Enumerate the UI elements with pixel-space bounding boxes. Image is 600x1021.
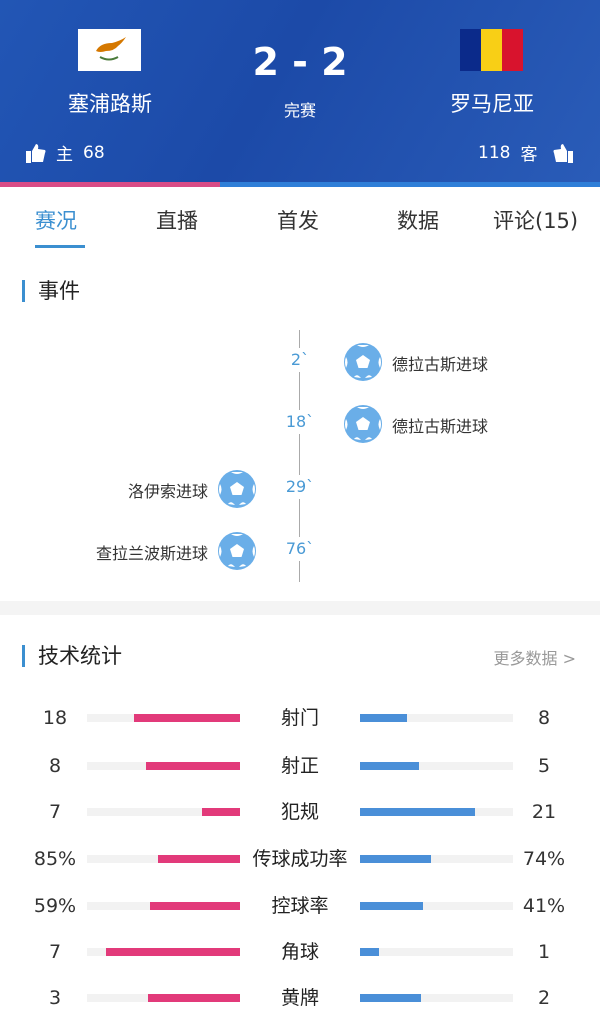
score: 2 - 2: [252, 40, 348, 84]
event-text: 查拉兰波斯进球: [95, 544, 208, 563]
away-stat-fill: [360, 855, 432, 863]
home-team-name[interactable]: 塞浦路斯: [68, 92, 152, 116]
away-stat-fill: [360, 808, 475, 816]
romania-flag-icon: [460, 29, 523, 71]
stats-title: 技术统计: [22, 645, 122, 667]
away-team-name[interactable]: 罗马尼亚: [450, 92, 534, 116]
away-stat-fill: [360, 762, 419, 770]
away-like-label: 客: [520, 145, 538, 165]
away-stat-fill: [360, 994, 422, 1002]
home-stat-fill: [148, 994, 240, 1002]
home-stat-value: 85%: [33, 848, 77, 870]
more-data-link[interactable]: 更多数据 >: [493, 649, 577, 668]
stat-row: 8 射正 5: [0, 751, 600, 781]
home-like-count: 68: [83, 142, 105, 163]
home-stat-value: 3: [48, 987, 62, 1009]
home-stat-value: 8: [48, 755, 62, 777]
stat-label: 射门: [280, 707, 319, 729]
stat-label: 犯规: [280, 801, 319, 823]
away-stat-value: 74%: [522, 848, 566, 870]
stat-row: 7 犯规 21: [0, 797, 600, 827]
stat-row: 18 射门 8: [0, 703, 600, 733]
active-tab-indicator: [35, 245, 85, 248]
home-stat-bar: [87, 948, 240, 956]
football-icon: [343, 342, 383, 382]
home-stat-value: 18: [42, 707, 68, 729]
home-stat-bar: [87, 762, 240, 770]
home-stat-fill: [158, 855, 240, 863]
home-stat-value: 7: [48, 941, 62, 963]
event-text: 洛伊索进球: [127, 482, 208, 501]
stat-label: 黄牌: [280, 987, 319, 1009]
match-status: 完赛: [283, 101, 316, 120]
home-like-button[interactable]: 主 68: [26, 140, 105, 165]
timeline-line: [299, 330, 300, 582]
away-stat-value: 21: [531, 801, 557, 823]
away-stat-bar: [360, 948, 513, 956]
away-stat-value: 5: [537, 755, 551, 777]
section-divider: [0, 601, 600, 615]
away-stat-value: 2: [537, 987, 551, 1009]
home-stat-value: 59%: [33, 895, 77, 917]
home-stat-bar: [87, 808, 240, 816]
stat-row: 85% 传球成功率 74%: [0, 844, 600, 874]
cyprus-flag-icon: [78, 29, 141, 71]
stat-row: 3 黄牌 2: [0, 983, 600, 1013]
away-stat-bar: [360, 902, 513, 910]
away-stat-value: 8: [537, 707, 551, 729]
stat-row: 59% 控球率 41%: [0, 891, 600, 921]
football-icon: [217, 531, 257, 571]
away-stat-value: 1: [537, 941, 551, 963]
event-minute: 29`: [280, 475, 320, 499]
home-stat-value: 7: [48, 801, 62, 823]
event-minute: 76`: [280, 537, 320, 561]
thumbs-up-icon: [553, 143, 574, 163]
home-stat-fill: [134, 714, 240, 722]
events-title: 事件: [22, 280, 80, 302]
home-stat-bar: [87, 714, 240, 722]
support-ratio-bar: [0, 182, 600, 187]
home-stat-fill: [145, 762, 240, 770]
tab-lineup[interactable]: 首发: [277, 209, 319, 233]
away-like-button[interactable]: 118 客: [478, 140, 574, 165]
stat-label: 传球成功率: [252, 848, 348, 870]
home-stat-fill: [106, 948, 240, 956]
away-stat-fill: [360, 948, 380, 956]
tab-match-overview[interactable]: 赛况: [35, 209, 77, 233]
stat-label: 角球: [280, 941, 319, 963]
football-icon: [217, 469, 257, 509]
home-stat-bar: [87, 855, 240, 863]
away-like-count: 118: [478, 142, 511, 163]
stat-label: 控球率: [271, 895, 329, 917]
away-stat-bar: [360, 714, 513, 722]
away-stat-bar: [360, 994, 513, 1002]
stat-label: 射正: [280, 755, 319, 777]
tab-data[interactable]: 数据: [397, 209, 439, 233]
tab-bar: 赛况 直播 首发 数据 评论(15): [0, 187, 600, 259]
event-minute: 18`: [280, 410, 320, 434]
away-stat-bar: [360, 762, 513, 770]
home-like-label: 主: [56, 145, 73, 165]
stat-row: 7 角球 1: [0, 937, 600, 967]
football-icon: [343, 404, 383, 444]
tab-comments[interactable]: 评论(15): [493, 209, 579, 233]
home-stat-fill: [201, 808, 240, 816]
away-stat-value: 41%: [522, 895, 566, 917]
event-text: 德拉古斯进球: [392, 355, 489, 374]
away-stat-bar: [360, 808, 513, 816]
home-stat-bar: [87, 994, 240, 1002]
thumbs-up-icon: [26, 143, 46, 163]
event-minute: 2`: [280, 348, 320, 372]
away-stat-fill: [360, 714, 408, 722]
home-stat-bar: [87, 902, 240, 910]
away-stat-fill: [360, 902, 423, 910]
event-text: 德拉古斯进球: [392, 417, 489, 436]
away-stat-bar: [360, 855, 513, 863]
home-stat-fill: [149, 902, 240, 910]
tab-live[interactable]: 直播: [156, 209, 198, 233]
match-header: 塞浦路斯 罗马尼亚 2 - 2 完赛 主 68 118 客: [0, 0, 600, 182]
